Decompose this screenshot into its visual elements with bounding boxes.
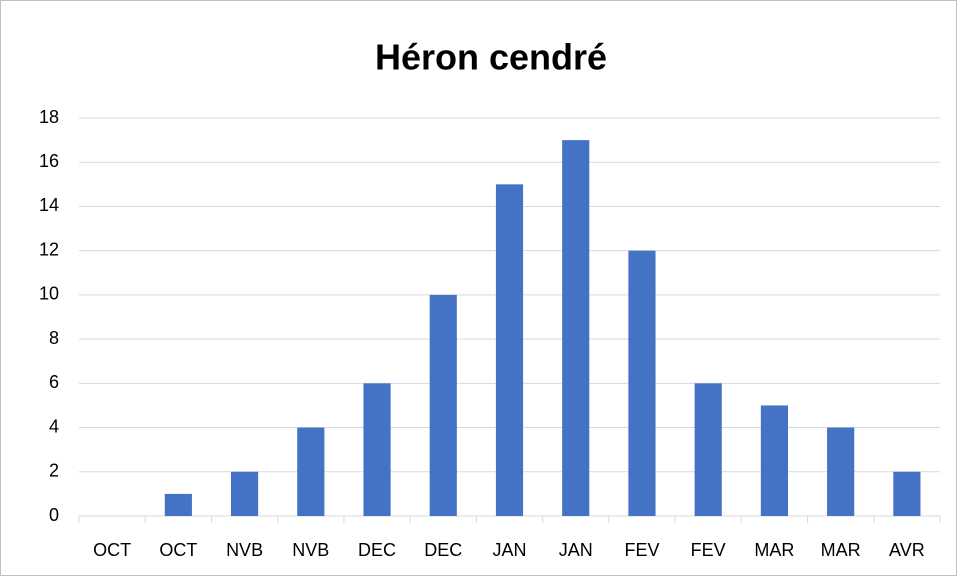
bar [562, 140, 590, 516]
bar [495, 184, 524, 517]
y-tick-label: 12 [39, 239, 59, 259]
x-tick-label: AVR [889, 540, 925, 560]
x-tick-label: FEV [624, 540, 659, 560]
x-tick-label: JAN [559, 540, 593, 560]
bar [893, 471, 921, 516]
x-tick-label: MAR [754, 540, 794, 560]
bar [429, 294, 457, 516]
x-tick-label: FEV [691, 540, 726, 560]
y-tick-label: 4 [49, 416, 59, 436]
bar [363, 383, 391, 516]
y-tick-label: 0 [49, 505, 59, 525]
x-tick-label: OCT [93, 540, 131, 560]
y-tick-label: 10 [39, 284, 59, 304]
y-tick-label: 14 [39, 195, 59, 215]
bar [230, 471, 259, 516]
y-tick-label: 8 [49, 328, 59, 348]
x-tick-label: DEC [358, 540, 396, 560]
bar [827, 427, 855, 516]
bar [760, 405, 789, 516]
bar [164, 493, 192, 516]
bar [694, 383, 722, 516]
y-tick-label: 6 [49, 372, 59, 392]
bar [628, 250, 656, 516]
y-tick-label: 18 [39, 107, 59, 127]
x-tick-label: DEC [424, 540, 462, 560]
x-tick-label: MAR [821, 540, 861, 560]
x-tick-label: NVB [292, 540, 329, 560]
bar [297, 427, 325, 516]
y-tick-label: 2 [49, 461, 59, 481]
x-tick-label: OCT [159, 540, 197, 560]
x-tick-label: JAN [492, 540, 526, 560]
x-tick-label: NVB [226, 540, 263, 560]
y-tick-label: 16 [39, 151, 59, 171]
chart-title: Héron cendré [375, 37, 607, 78]
